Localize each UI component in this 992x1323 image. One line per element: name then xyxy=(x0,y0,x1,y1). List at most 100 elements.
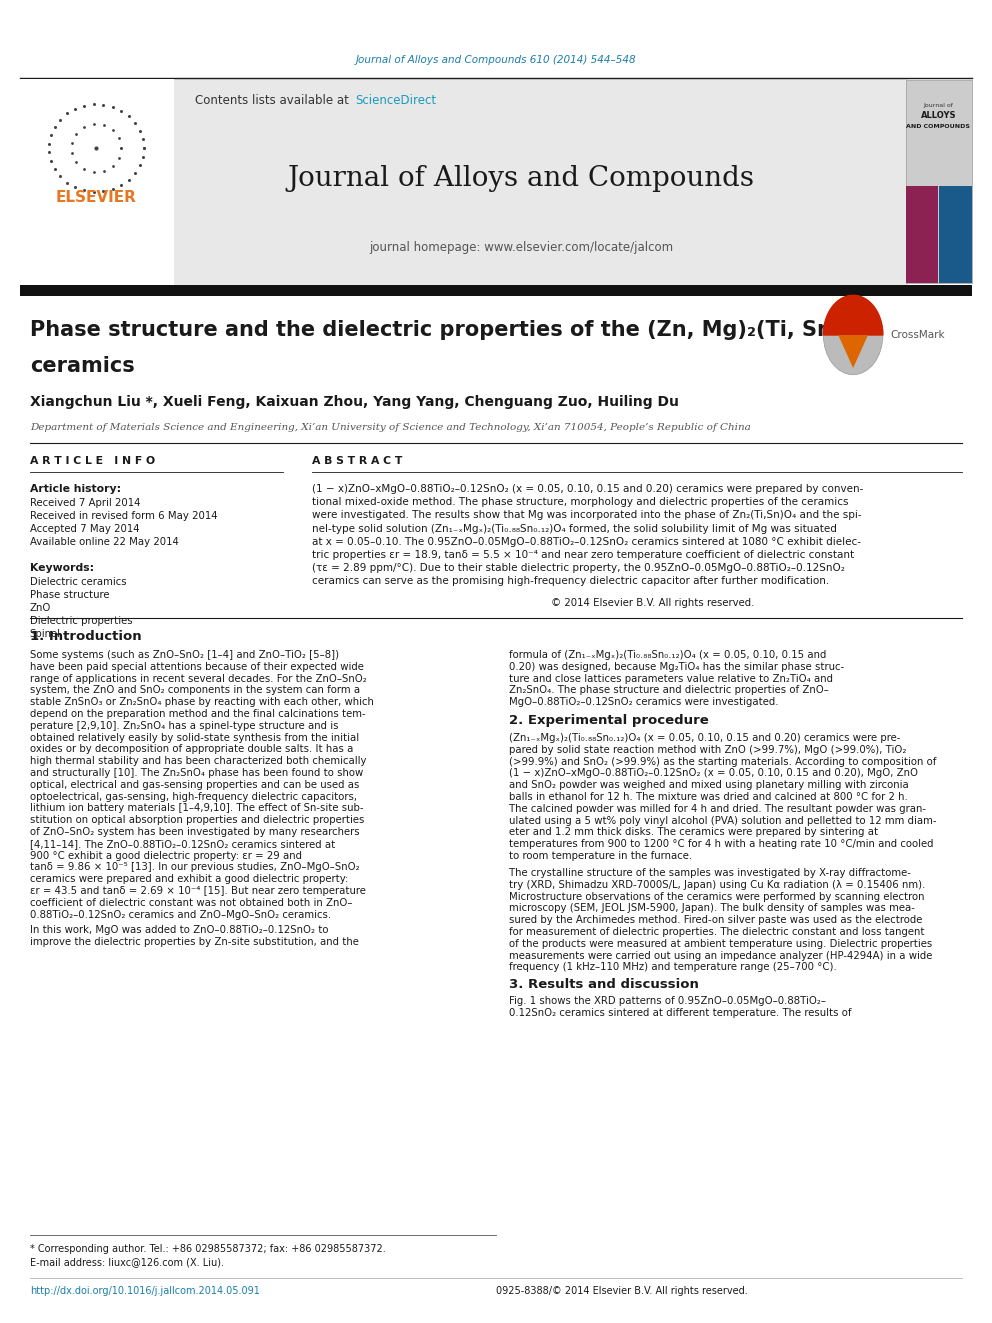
Text: ceramics can serve as the promising high-frequency dielectric capacitor after fu: ceramics can serve as the promising high… xyxy=(312,577,829,586)
Text: tional mixed-oxide method. The phase structure, morphology and dielectric proper: tional mixed-oxide method. The phase str… xyxy=(312,497,849,507)
Text: Keywords:: Keywords: xyxy=(30,564,94,573)
Text: optoelectrical, gas-sensing, high-frequency dielectric capacitors,: optoelectrical, gas-sensing, high-freque… xyxy=(30,791,357,802)
Text: ulated using a 5 wt% poly vinyl alcohol (PVA) solution and pelletted to 12 mm di: ulated using a 5 wt% poly vinyl alcohol … xyxy=(509,815,936,826)
Text: of ZnO–SnO₂ system has been investigated by many researchers: of ZnO–SnO₂ system has been investigated… xyxy=(30,827,359,837)
Circle shape xyxy=(823,295,883,374)
Text: balls in ethanol for 12 h. The mixture was dried and calcined at 800 °C for 2 h.: balls in ethanol for 12 h. The mixture w… xyxy=(509,792,908,802)
Text: ELSEVIER: ELSEVIER xyxy=(56,189,137,205)
Text: Fig. 1 shows the XRD patterns of 0.95ZnO–0.05MgO–0.88TiO₂–: Fig. 1 shows the XRD patterns of 0.95ZnO… xyxy=(509,996,826,1005)
Text: coefficient of dielectric constant was not obtained both in ZnO–: coefficient of dielectric constant was n… xyxy=(30,898,352,908)
Text: Phase structure and the dielectric properties of the (Zn, Mg)₂(Ti, Sn)O₄: Phase structure and the dielectric prope… xyxy=(30,320,868,340)
Text: http://dx.doi.org/10.1016/j.jallcom.2014.05.091: http://dx.doi.org/10.1016/j.jallcom.2014… xyxy=(30,1286,260,1297)
Text: perature [2,9,10]. Zn₂SnO₄ has a spinel-type structure and is: perature [2,9,10]. Zn₂SnO₄ has a spinel-… xyxy=(30,721,338,730)
Text: pared by solid state reaction method with ZnO (>99.7%), MgO (>99.0%), TiO₂: pared by solid state reaction method wit… xyxy=(509,745,907,755)
Text: The crystalline structure of the samples was investigated by X-ray diffractome-: The crystalline structure of the samples… xyxy=(509,868,911,878)
Text: depend on the preparation method and the final calcinations tem-: depend on the preparation method and the… xyxy=(30,709,365,718)
Text: AND COMPOUNDS: AND COMPOUNDS xyxy=(907,123,970,128)
Text: to room temperature in the furnace.: to room temperature in the furnace. xyxy=(509,851,692,861)
Text: Department of Materials Science and Engineering, Xi’an University of Science and: Department of Materials Science and Engi… xyxy=(30,422,751,431)
Text: Phase structure: Phase structure xyxy=(30,590,109,601)
Text: system, the ZnO and SnO₂ components in the system can form a: system, the ZnO and SnO₂ components in t… xyxy=(30,685,360,696)
Text: (>99.9%) and SnO₂ (>99.9%) as the starting materials. According to composition o: (>99.9%) and SnO₂ (>99.9%) as the starti… xyxy=(509,757,936,766)
FancyBboxPatch shape xyxy=(939,185,972,283)
Text: and SnO₂ powder was weighed and mixed using planetary milling with zirconia: and SnO₂ powder was weighed and mixed us… xyxy=(509,781,909,790)
Text: were investigated. The results show that Mg was incorporated into the phase of Z: were investigated. The results show that… xyxy=(312,511,862,520)
FancyBboxPatch shape xyxy=(20,79,908,284)
Text: at x = 0.05–0.10. The 0.95ZnO–0.05MgO–0.88TiO₂–0.12SnO₂ ceramics sintered at 108: at x = 0.05–0.10. The 0.95ZnO–0.05MgO–0.… xyxy=(312,537,861,546)
Text: Dielectric ceramics: Dielectric ceramics xyxy=(30,577,126,587)
Text: CrossMark: CrossMark xyxy=(891,329,945,340)
Text: 0925-8388/© 2014 Elsevier B.V. All rights reserved.: 0925-8388/© 2014 Elsevier B.V. All right… xyxy=(496,1286,748,1297)
Text: 3. Results and discussion: 3. Results and discussion xyxy=(509,978,698,991)
Text: measurements were carried out using an impedance analyzer (HP-4294A) in a wide: measurements were carried out using an i… xyxy=(509,951,932,960)
Text: ALLOYS: ALLOYS xyxy=(921,111,956,119)
Text: frequency (1 kHz–110 MHz) and temperature range (25–700 °C).: frequency (1 kHz–110 MHz) and temperatur… xyxy=(509,962,836,972)
Text: Journal of Alloys and Compounds 610 (2014) 544–548: Journal of Alloys and Compounds 610 (201… xyxy=(356,56,636,65)
Text: 1. Introduction: 1. Introduction xyxy=(30,631,142,643)
FancyBboxPatch shape xyxy=(20,79,174,284)
Text: Microstructure observations of the ceramics were performed by scanning electron: Microstructure observations of the ceram… xyxy=(509,892,925,901)
Text: (Zn₁₋ₓMgₓ)₂(Ti₀.₈₈Sn₀.₁₂)O₄ (x = 0.05, 0.10, 0.15 and 0.20) ceramics were pre-: (Zn₁₋ₓMgₓ)₂(Ti₀.₈₈Sn₀.₁₂)O₄ (x = 0.05, 0… xyxy=(509,733,901,744)
Text: (1 − x)ZnO–xMgO–0.88TiO₂–0.12SnO₂ (x = 0.05, 0.10, 0.15 and 0.20) ceramics were : (1 − x)ZnO–xMgO–0.88TiO₂–0.12SnO₂ (x = 0… xyxy=(312,484,864,493)
Text: Spinel: Spinel xyxy=(30,628,61,639)
Text: ceramics were prepared and exhibit a good dielectric property:: ceramics were prepared and exhibit a goo… xyxy=(30,875,348,884)
Text: stitution on optical absorption properties and dielectric properties: stitution on optical absorption properti… xyxy=(30,815,364,826)
Text: of the products were measured at ambient temperature using. Dielectric propertie: of the products were measured at ambient… xyxy=(509,939,932,949)
Text: εr = 43.5 and tanδ = 2.69 × 10⁻⁴ [15]. But near zero temperature: εr = 43.5 and tanδ = 2.69 × 10⁻⁴ [15]. B… xyxy=(30,886,366,896)
Text: ScienceDirect: ScienceDirect xyxy=(355,94,436,107)
Text: 900 °C exhibit a good dielectric property: εr = 29 and: 900 °C exhibit a good dielectric propert… xyxy=(30,851,302,860)
Text: tanδ = 9.86 × 10⁻⁵ [13]. In our previous studies, ZnO–MgO–SnO₂: tanδ = 9.86 × 10⁻⁵ [13]. In our previous… xyxy=(30,863,359,872)
Text: 0.88TiO₂–0.12SnO₂ ceramics and ZnO–MgO–SnO₂ ceramics.: 0.88TiO₂–0.12SnO₂ ceramics and ZnO–MgO–S… xyxy=(30,910,331,919)
Text: eter and 1.2 mm thick disks. The ceramics were prepared by sintering at: eter and 1.2 mm thick disks. The ceramic… xyxy=(509,827,878,837)
Text: ture and close lattices parameters value relative to Zn₂TiO₄ and: ture and close lattices parameters value… xyxy=(509,673,833,684)
Text: oxides or by decomposition of appropriate double salts. It has a: oxides or by decomposition of appropriat… xyxy=(30,745,353,754)
Text: temperatures from 900 to 1200 °C for 4 h with a heating rate 10 °C/min and coole: temperatures from 900 to 1200 °C for 4 h… xyxy=(509,839,933,849)
Text: (τε = 2.89 ppm/°C). Due to their stable dielectric property, the 0.95ZnO–0.05MgO: (τε = 2.89 ppm/°C). Due to their stable … xyxy=(312,564,845,573)
Text: 2. Experimental procedure: 2. Experimental procedure xyxy=(509,713,708,726)
Text: (1 − x)ZnO–xMgO–0.88TiO₂–0.12SnO₂ (x = 0.05, 0.10, 0.15 and 0.20), MgO, ZnO: (1 − x)ZnO–xMgO–0.88TiO₂–0.12SnO₂ (x = 0… xyxy=(509,769,918,778)
Text: A B S T R A C T: A B S T R A C T xyxy=(312,456,403,466)
Polygon shape xyxy=(838,335,868,368)
Text: Xiangchun Liu *, Xueli Feng, Kaixuan Zhou, Yang Yang, Chenguang Zuo, Huiling Du: Xiangchun Liu *, Xueli Feng, Kaixuan Zho… xyxy=(30,396,679,409)
Text: Available online 22 May 2014: Available online 22 May 2014 xyxy=(30,537,179,546)
Text: Received in revised form 6 May 2014: Received in revised form 6 May 2014 xyxy=(30,511,217,521)
Text: 0.12SnO₂ ceramics sintered at different temperature. The results of: 0.12SnO₂ ceramics sintered at different … xyxy=(509,1008,851,1017)
Text: Contents lists available at: Contents lists available at xyxy=(194,94,352,107)
Text: Journal of: Journal of xyxy=(924,102,953,107)
Text: Some systems (such as ZnO–SnO₂ [1–4] and ZnO–TiO₂ [5–8]): Some systems (such as ZnO–SnO₂ [1–4] and… xyxy=(30,650,339,660)
Text: ZnO: ZnO xyxy=(30,603,52,613)
Text: Zn₂SnO₄. The phase structure and dielectric properties of ZnO–: Zn₂SnO₄. The phase structure and dielect… xyxy=(509,685,828,696)
Text: E-mail address: liuxc@126.com (X. Liu).: E-mail address: liuxc@126.com (X. Liu). xyxy=(30,1257,224,1267)
Text: In this work, MgO was added to ZnO–0.88TiO₂–0.12SnO₂ to: In this work, MgO was added to ZnO–0.88T… xyxy=(30,925,328,935)
Text: stable ZnSnO₃ or Zn₂SnO₄ phase by reacting with each other, which: stable ZnSnO₃ or Zn₂SnO₄ phase by reacti… xyxy=(30,697,374,708)
Text: range of applications in recent several decades. For the ZnO–SnO₂: range of applications in recent several … xyxy=(30,673,366,684)
Text: Accepted 7 May 2014: Accepted 7 May 2014 xyxy=(30,524,140,534)
Text: optical, electrical and gas-sensing properties and can be used as: optical, electrical and gas-sensing prop… xyxy=(30,779,359,790)
Text: sured by the Archimedes method. Fired-on silver paste was used as the electrode: sured by the Archimedes method. Fired-on… xyxy=(509,916,923,925)
Text: ceramics: ceramics xyxy=(30,356,135,376)
Text: MgO–0.88TiO₂–0.12SnO₂ ceramics were investigated.: MgO–0.88TiO₂–0.12SnO₂ ceramics were inve… xyxy=(509,697,779,708)
Text: © 2014 Elsevier B.V. All rights reserved.: © 2014 Elsevier B.V. All rights reserved… xyxy=(551,598,754,609)
Text: have been paid special attentions because of their expected wide: have been paid special attentions becaus… xyxy=(30,662,364,672)
Text: Received 7 April 2014: Received 7 April 2014 xyxy=(30,497,140,508)
FancyBboxPatch shape xyxy=(906,185,938,283)
Text: tric properties εr = 18.9, tanδ = 5.5 × 10⁻⁴ and near zero temperature coefficie: tric properties εr = 18.9, tanδ = 5.5 × … xyxy=(312,550,854,560)
Text: Article history:: Article history: xyxy=(30,484,121,493)
Text: * Corresponding author. Tel.: +86 02985587372; fax: +86 02985587372.: * Corresponding author. Tel.: +86 029855… xyxy=(30,1244,386,1254)
Text: improve the dielectric properties by Zn-site substitution, and the: improve the dielectric properties by Zn-… xyxy=(30,937,359,947)
Text: [4,11–14]. The ZnO–0.88TiO₂–0.12SnO₂ ceramics sintered at: [4,11–14]. The ZnO–0.88TiO₂–0.12SnO₂ cer… xyxy=(30,839,335,849)
Text: Dielectric properties: Dielectric properties xyxy=(30,617,132,626)
Text: A R T I C L E   I N F O: A R T I C L E I N F O xyxy=(30,456,155,466)
FancyBboxPatch shape xyxy=(906,79,972,283)
Polygon shape xyxy=(823,295,883,335)
Text: try (XRD, Shimadzu XRD-7000S/L, Japan) using Cu Kα radiation (λ = 0.15406 nm).: try (XRD, Shimadzu XRD-7000S/L, Japan) u… xyxy=(509,880,926,890)
Text: formula of (Zn₁₋ₓMgₓ)₂(Ti₀.₈₈Sn₀.₁₂)O₄ (x = 0.05, 0.10, 0.15 and: formula of (Zn₁₋ₓMgₓ)₂(Ti₀.₈₈Sn₀.₁₂)O₄ (… xyxy=(509,650,826,660)
FancyBboxPatch shape xyxy=(20,284,972,296)
Text: The calcined powder was milled for 4 h and dried. The resultant powder was gran-: The calcined powder was milled for 4 h a… xyxy=(509,804,926,814)
Text: and structurally [10]. The Zn₂SnO₄ phase has been found to show: and structurally [10]. The Zn₂SnO₄ phase… xyxy=(30,767,363,778)
Text: microscopy (SEM, JEOL JSM-5900, Japan). The bulk density of samples was mea-: microscopy (SEM, JEOL JSM-5900, Japan). … xyxy=(509,904,915,913)
Text: for measurement of dielectric properties. The dielectric constant and loss tange: for measurement of dielectric properties… xyxy=(509,927,925,937)
Text: Journal of Alloys and Compounds: Journal of Alloys and Compounds xyxy=(288,164,754,192)
Text: 0.20) was designed, because Mg₂TiO₄ has the similar phase struc-: 0.20) was designed, because Mg₂TiO₄ has … xyxy=(509,662,844,672)
Text: lithium ion battery materials [1–4,9,10]. The effect of Sn-site sub-: lithium ion battery materials [1–4,9,10]… xyxy=(30,803,363,814)
